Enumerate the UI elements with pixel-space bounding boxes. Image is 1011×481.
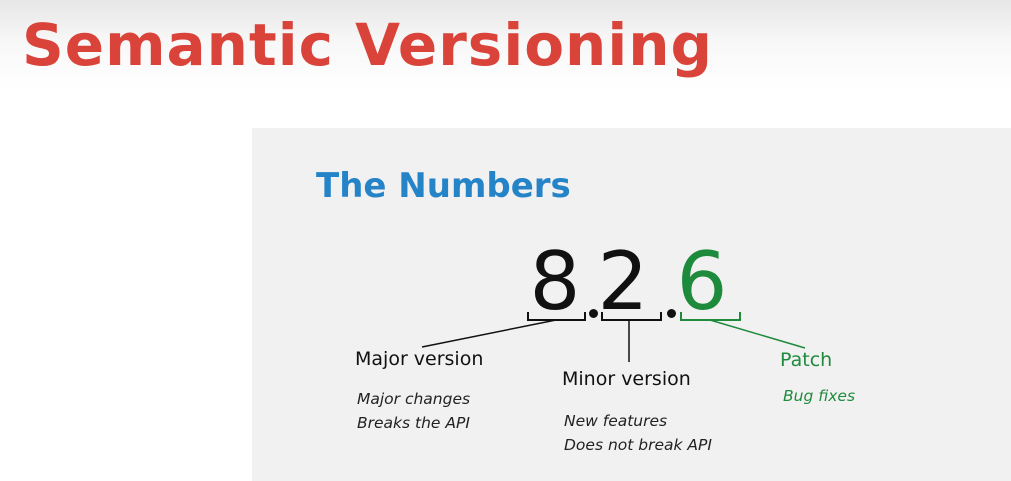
note-line: Major changes: [357, 390, 471, 408]
major-connector-line: [421, 319, 557, 348]
numbers-panel: The Numbers 8 2 6 Major version Major ch…: [252, 128, 1011, 481]
note-line: Breaks the API: [357, 414, 470, 432]
version-separator-dot: [667, 309, 676, 318]
minor-number: 2: [597, 235, 649, 328]
patch-label: Patch: [780, 349, 833, 371]
major-version-label: Major version: [355, 348, 484, 370]
patch-connector-line: [709, 319, 806, 349]
minor-version-label: Minor version: [562, 368, 691, 390]
slide-title: Semantic Versioning: [22, 11, 714, 79]
note-line: Bug fixes: [783, 387, 856, 405]
note-line: New features: [564, 412, 668, 430]
major-bracket: [527, 312, 586, 321]
note-line: Does not break API: [564, 436, 712, 454]
patch-number: 6: [676, 235, 728, 328]
minor-bracket: [601, 312, 662, 321]
version-separator-dot: [589, 309, 598, 318]
major-version-notes: Major changes Breaks the API: [357, 387, 470, 435]
connector-lines: [421, 312, 806, 362]
patch-bracket: [680, 312, 741, 321]
patch-notes: Bug fixes: [783, 384, 855, 408]
panel-title: The Numbers: [316, 166, 571, 206]
minor-version-notes: New features Does not break API: [564, 409, 712, 457]
major-number: 8: [529, 235, 581, 328]
